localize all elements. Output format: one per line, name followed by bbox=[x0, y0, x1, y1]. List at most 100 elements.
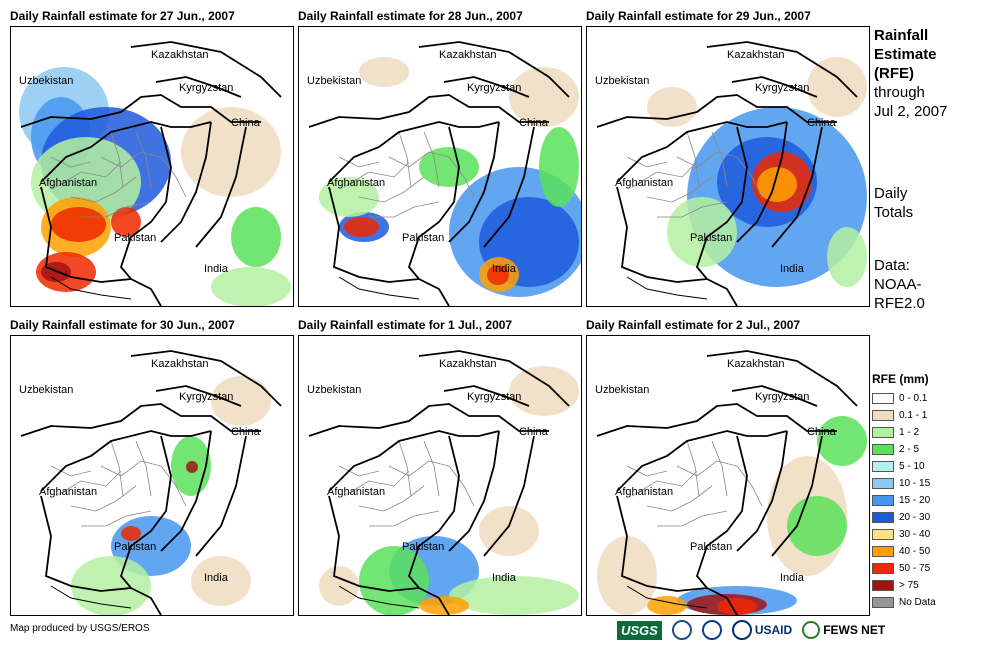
sidebar-title-1: Rainfall bbox=[874, 27, 929, 44]
province-boundary bbox=[631, 161, 698, 188]
legend-item: > 75 bbox=[872, 577, 982, 594]
country-border bbox=[616, 186, 738, 306]
country-border bbox=[596, 94, 837, 128]
country-border bbox=[483, 126, 535, 248]
province-boundary bbox=[70, 176, 137, 203]
sidebar-title-3: (RFE) bbox=[874, 65, 914, 82]
country-border bbox=[328, 121, 500, 183]
noaa-seal-icon bbox=[671, 620, 692, 640]
rainfall-area bbox=[807, 57, 867, 117]
rainfall-area bbox=[359, 546, 429, 615]
sidebar-through-1: through bbox=[874, 84, 925, 101]
country-label-kazakhstan: Kazakhstan bbox=[727, 49, 785, 61]
country-border bbox=[596, 403, 837, 437]
map-credit: Map produced by USGS/EROS bbox=[10, 623, 150, 634]
province-boundary bbox=[423, 131, 440, 188]
legend-item: 10 - 15 bbox=[872, 475, 982, 492]
country-label-afghanistan: Afghanistan bbox=[615, 486, 674, 498]
sidebar-data-2: NOAA- bbox=[874, 276, 922, 293]
rainfall-area bbox=[41, 262, 71, 282]
legend-label: 30 - 40 bbox=[899, 529, 931, 540]
legend-label: 1 - 2 bbox=[899, 427, 920, 438]
province-boundary bbox=[448, 156, 475, 198]
legend-item: 40 - 50 bbox=[872, 543, 982, 560]
province-boundary bbox=[81, 201, 152, 218]
country-border bbox=[130, 350, 282, 407]
country-border bbox=[706, 350, 858, 407]
rainfall-area bbox=[121, 526, 141, 541]
province-boundary bbox=[388, 151, 450, 168]
legend-swatch bbox=[872, 546, 894, 557]
country-label-pakistan: Pakistan bbox=[690, 541, 733, 553]
province-boundary bbox=[81, 510, 152, 527]
country-border bbox=[20, 94, 261, 128]
usgs-logo: USGS bbox=[617, 620, 662, 640]
country-label-india: India bbox=[780, 572, 804, 584]
legend-rows: 0 - 0.1 0.1 - 1 1 - 2 2 - 5 5 - 10 10 - 15 15 … bbox=[872, 390, 982, 611]
country-border bbox=[160, 430, 212, 552]
province-boundary bbox=[736, 465, 763, 507]
country-label-pakistan: Pakistan bbox=[402, 232, 445, 244]
legend-swatch bbox=[872, 597, 894, 608]
legend-swatch bbox=[872, 478, 894, 489]
country-border bbox=[40, 186, 162, 306]
legend-label: 15 - 20 bbox=[899, 495, 931, 506]
legend-swatch bbox=[872, 563, 894, 574]
province-boundary bbox=[358, 176, 425, 203]
province-boundary bbox=[631, 470, 698, 497]
province-boundary bbox=[160, 156, 187, 198]
legend-item: 0.1 - 1 bbox=[872, 407, 982, 424]
province-boundary bbox=[657, 510, 728, 527]
province-boundary bbox=[343, 161, 410, 188]
rainfall-map: Kazakhstan Uzbekistan Kyrgyzstan China Afgha… bbox=[298, 335, 582, 616]
province-boundary bbox=[626, 156, 668, 168]
rainfall-area bbox=[211, 376, 271, 426]
province-boundary bbox=[646, 176, 713, 203]
country-border bbox=[695, 126, 748, 280]
country-border bbox=[731, 76, 818, 98]
rainfall-map: Kazakhstan Uzbekistan Kyrgyzstan China Afgha… bbox=[586, 26, 870, 307]
legend-item: 50 - 75 bbox=[872, 560, 982, 577]
country-border bbox=[771, 435, 823, 557]
province-boundary bbox=[711, 440, 728, 497]
legend-swatch bbox=[872, 393, 894, 404]
country-label-china: China bbox=[519, 117, 548, 129]
country-label-china: China bbox=[231, 426, 260, 438]
map-svg bbox=[308, 41, 581, 306]
legend-label: 2 - 5 bbox=[899, 444, 920, 455]
country-label-india: India bbox=[204, 572, 228, 584]
usaid-seal-icon bbox=[731, 620, 752, 640]
legend-label: 5 - 10 bbox=[899, 461, 925, 472]
rainfall-area bbox=[111, 207, 141, 237]
coastline bbox=[626, 585, 708, 609]
rainfall-area bbox=[51, 207, 106, 242]
rainfall-area bbox=[757, 167, 797, 202]
province-boundary bbox=[50, 465, 92, 477]
coastline bbox=[338, 585, 420, 609]
country-label-china: China bbox=[807, 117, 836, 129]
country-border bbox=[328, 430, 500, 492]
country-border bbox=[40, 495, 162, 615]
country-label-afghanistan: Afghanistan bbox=[39, 177, 98, 189]
sidebar-data-3: RFE2.0 bbox=[874, 295, 925, 312]
country-border bbox=[736, 121, 788, 243]
legend-item: 20 - 30 bbox=[872, 509, 982, 526]
country-label-uzbekistan: Uzbekistan bbox=[307, 384, 362, 396]
country-label-uzbekistan: Uzbekistan bbox=[595, 75, 650, 87]
legend-swatch bbox=[872, 444, 894, 455]
rainfall-area bbox=[539, 127, 579, 207]
province-boundary bbox=[711, 131, 728, 188]
panel-title: Daily Rainfall estimate for 29 Jun., 200… bbox=[586, 9, 811, 23]
country-border bbox=[418, 350, 570, 407]
country-border bbox=[407, 126, 460, 280]
province-boundary bbox=[398, 131, 412, 188]
rainfall-area bbox=[359, 57, 409, 87]
rfe-legend: RFE (mm) 0 - 0.1 0.1 - 1 1 - 2 2 - 5 5 - 10 1… bbox=[872, 372, 982, 611]
rainfall-map: Kazakhstan Uzbekistan Kyrgyzstan China Afgha… bbox=[10, 26, 294, 307]
country-label-kyrgyzstan: Kyrgyzstan bbox=[755, 82, 810, 94]
country-label-kazakhstan: Kazakhstan bbox=[439, 358, 497, 370]
map-svg bbox=[19, 41, 291, 306]
country-label-kyrgyzstan: Kyrgyzstan bbox=[467, 391, 522, 403]
province-boundary bbox=[55, 161, 122, 188]
rainfall-map: Kazakhstan Uzbekistan Kyrgyzstan China Afgha… bbox=[298, 26, 582, 307]
